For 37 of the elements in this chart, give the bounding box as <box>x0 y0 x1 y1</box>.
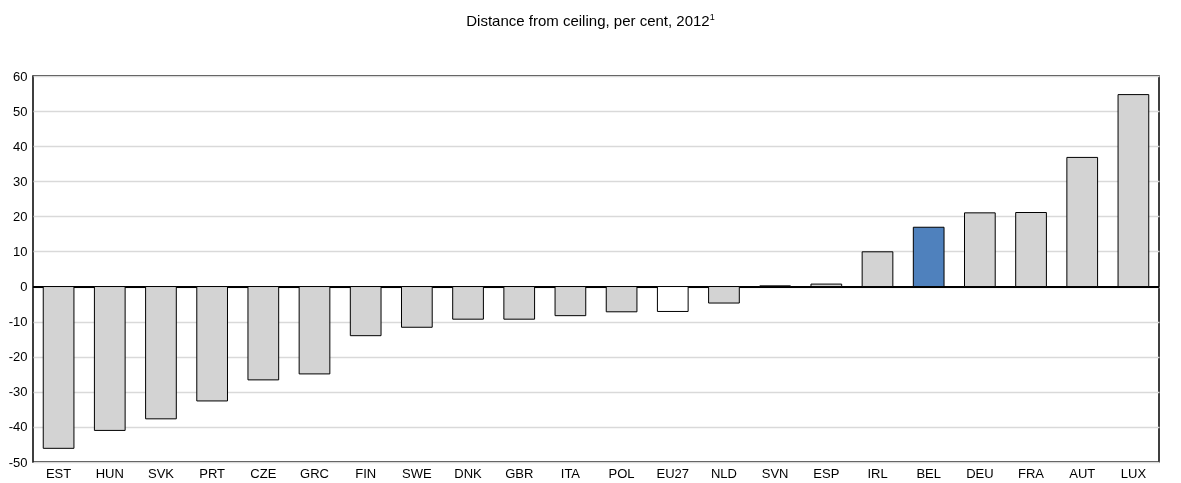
y-tick-label: -10 <box>8 314 28 330</box>
x-tick-label: FRA <box>1018 465 1045 481</box>
x-tick-label: AUT <box>1069 465 1096 481</box>
x-tick-label: HUN <box>95 465 124 481</box>
x-tick-label: EU27 <box>656 465 690 481</box>
y-tick-label: 30 <box>13 173 28 189</box>
y-tick-label: 20 <box>13 208 28 224</box>
y-tick-label: -50 <box>8 454 28 470</box>
x-tick-label: CZE <box>250 465 277 481</box>
x-tick-label: IRL <box>867 465 888 481</box>
x-tick-label: SWE <box>402 465 432 481</box>
x-tick-label: FIN <box>355 465 377 481</box>
y-tick-label: 60 <box>13 68 28 84</box>
y-tick-label: -40 <box>8 419 28 435</box>
x-tick-label: POL <box>608 465 635 481</box>
chart-title: Distance from ceiling, per cent, 2012$^{1}$ <box>465 11 716 31</box>
x-tick-label: EST <box>45 465 72 481</box>
x-tick-label: GRC <box>300 465 329 481</box>
y-tick-label: 10 <box>13 243 28 259</box>
x-tick-label: NLD <box>710 465 737 481</box>
x-tick-label: GBR <box>505 465 534 481</box>
x-tick-label: PRT <box>199 465 226 481</box>
y-tick-label: -30 <box>8 384 28 400</box>
bar <box>912 226 945 288</box>
x-tick-label: SVK <box>147 465 175 481</box>
x-tick-label: SVN <box>761 465 789 481</box>
x-tick-label: DNK <box>454 465 483 481</box>
x-tick-label: ESP <box>813 465 840 481</box>
y-tick-label: -20 <box>8 349 28 365</box>
x-tick-label: LUX <box>1120 465 1147 481</box>
y-tick-label: 50 <box>13 103 28 119</box>
y-tick-label: 0 <box>20 279 28 295</box>
x-tick-label: ITA <box>560 465 581 481</box>
y-tick-label: 40 <box>13 138 28 154</box>
bar <box>656 286 689 312</box>
x-tick-label: DEU <box>966 465 994 481</box>
x-tick-label: BEL <box>916 465 941 481</box>
